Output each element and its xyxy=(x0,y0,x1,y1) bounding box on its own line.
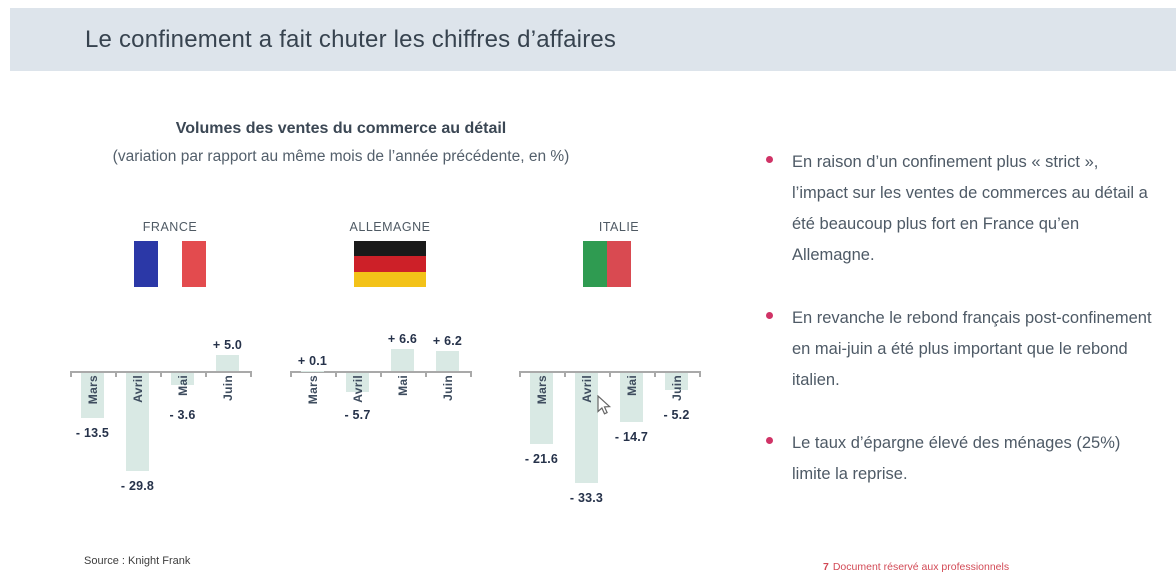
flag-stripe xyxy=(607,241,631,287)
axis-tick xyxy=(609,371,611,377)
axis-tick xyxy=(250,371,252,377)
chart-subtitle: (variation par rapport au même mois de l… xyxy=(112,148,570,165)
value-label: + 5.0 xyxy=(212,337,243,352)
value-label: - 14.7 xyxy=(614,429,649,444)
value-label: - 5.2 xyxy=(663,408,690,422)
mouse-cursor xyxy=(597,395,612,415)
chart-header: Volumes des ventes du commerce au détail… xyxy=(0,119,682,166)
footer-text: Document réservé aux professionnels xyxy=(832,561,1010,573)
month-label: Mars xyxy=(85,375,100,405)
axis-tick xyxy=(115,371,117,377)
slide-title-band: Le confinement a fait chuter les chiffre… xyxy=(10,8,1176,71)
value-label: - 29.8 xyxy=(120,479,155,494)
axis-tick xyxy=(654,371,656,377)
bullet-item: En raison d’un confinement plus « strict… xyxy=(752,147,1152,271)
flag-stripe xyxy=(354,271,426,287)
axis-tick xyxy=(70,371,72,377)
axis-tick xyxy=(380,371,382,377)
bullet-dot-icon xyxy=(766,312,773,319)
slide-title: Le confinement a fait chuter les chiffre… xyxy=(85,25,617,53)
bar-france-mai xyxy=(171,373,194,385)
country-label-france: FRANCE xyxy=(142,220,198,234)
flag-stripe xyxy=(134,241,158,287)
axis-tick xyxy=(205,371,207,377)
bar-italie-mars xyxy=(530,373,553,445)
value-label: + 6.6 xyxy=(387,332,418,347)
page-number: 7 xyxy=(823,561,829,573)
bar-allemagne-mai xyxy=(391,349,414,371)
value-label: - 3.6 xyxy=(169,408,196,422)
bar-allemagne-avril xyxy=(346,373,369,392)
month-label: Mai xyxy=(624,375,639,396)
axis-tick xyxy=(470,371,472,377)
value-label: - 5.7 xyxy=(344,408,371,422)
value-label: + 0.1 xyxy=(297,353,328,368)
month-label: Mai xyxy=(395,375,410,396)
month-label: Avril xyxy=(350,375,365,403)
chart-title: Volumes des ventes du commerce au détail xyxy=(175,120,507,137)
bullet-item: En revanche le rebond français post-conf… xyxy=(752,303,1152,396)
value-label: - 33.3 xyxy=(569,490,604,505)
flag-stripe xyxy=(354,256,426,272)
bar-italie-juin xyxy=(665,373,688,391)
value-label: - 13.5 xyxy=(75,425,110,440)
bullet-list: En raison d’un confinement plus « strict… xyxy=(752,147,1152,522)
flag-stripe xyxy=(158,241,182,287)
month-label: Mars xyxy=(305,375,320,405)
month-label: Juin xyxy=(440,375,455,401)
month-label: Juin xyxy=(220,375,235,401)
axis-tick xyxy=(160,371,162,377)
bar-allemagne-juin xyxy=(436,350,459,371)
france-flag xyxy=(134,241,206,287)
bar-france-mars xyxy=(81,373,104,418)
flag-stripe xyxy=(583,241,607,287)
footer-note: 7 Document réservé aux professionnels xyxy=(823,561,1009,573)
month-label: Avril xyxy=(579,375,594,403)
axis-tick xyxy=(290,371,292,377)
month-label: Mai xyxy=(175,375,190,396)
bullet-dot-icon xyxy=(766,156,773,163)
bullet-text: En raison d’un confinement plus « strict… xyxy=(792,153,1148,264)
bar-italie-avril xyxy=(575,373,598,483)
flag-stripe xyxy=(354,241,426,257)
bullet-dot-icon xyxy=(766,437,773,444)
country-label-allemagne: ALLEMAGNE xyxy=(349,220,431,234)
bar-france-avril xyxy=(126,373,149,472)
axis-tick xyxy=(425,371,427,377)
axis-tick xyxy=(335,371,337,377)
country-label-italie: ITALIE xyxy=(598,220,640,234)
month-label: Juin xyxy=(669,375,684,401)
flag-stripe xyxy=(182,241,206,287)
flag-stripe xyxy=(631,241,655,287)
bar-italie-mai xyxy=(620,373,643,422)
value-label: + 6.2 xyxy=(432,333,463,348)
axis-tick xyxy=(564,371,566,377)
month-label: Mars xyxy=(534,375,549,405)
bar-france-juin xyxy=(216,354,239,371)
italie-flag xyxy=(583,241,655,287)
allemagne-flag xyxy=(354,241,426,287)
axis-tick xyxy=(519,371,521,377)
value-label: - 21.6 xyxy=(524,452,559,467)
bullet-item: Le taux d’épargne élevé des ménages (25%… xyxy=(752,428,1152,490)
source-note: Source : Knight Frank xyxy=(84,555,191,567)
axis-tick xyxy=(699,371,701,377)
bullet-text: En revanche le rebond français post-conf… xyxy=(792,309,1152,389)
month-label: Avril xyxy=(130,375,145,403)
bullet-text: Le taux d’épargne élevé des ménages (25%… xyxy=(792,434,1121,483)
